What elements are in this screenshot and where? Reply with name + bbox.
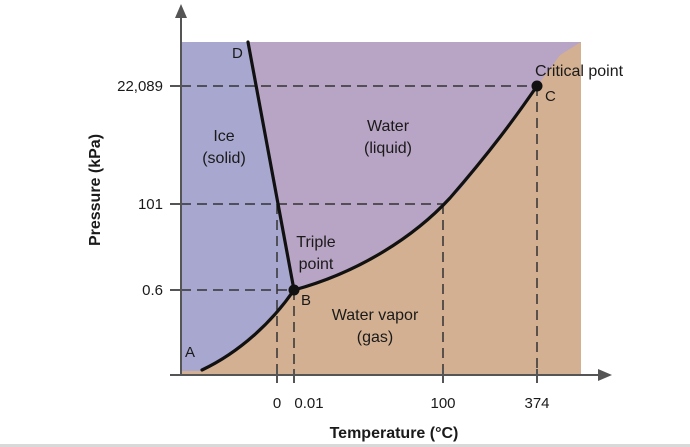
triple-point-label: Triple <box>296 234 336 251</box>
triple-point-sublabel: point <box>299 256 334 273</box>
guide-lines <box>181 85 538 375</box>
melting-curve <box>246 40 296 292</box>
solid-sublabel: (solid) <box>202 150 246 167</box>
y-axis-arrow <box>175 4 187 18</box>
x-tick-label-100: 100 <box>430 395 455 412</box>
point-label-d: D <box>232 45 243 62</box>
liquid-sublabel: (liquid) <box>364 140 412 157</box>
x-tick-label-0.01: 0.01 <box>294 395 323 412</box>
critical-point-dot <box>531 80 543 92</box>
gas-sublabel: (gas) <box>357 329 393 346</box>
x-axis-title: Temperature (°C) <box>330 425 459 442</box>
liquid-region <box>248 42 581 290</box>
y-axis-title: Pressure (kPa) <box>87 134 104 246</box>
bottom-divider <box>0 444 690 447</box>
gas-region <box>181 42 581 375</box>
solid-label: Ice <box>213 128 234 145</box>
y-tick-label-22089: 22,089 <box>117 78 163 95</box>
gas-label: Water vapor <box>332 307 419 324</box>
point-label-b: B <box>301 292 311 309</box>
x-tick-label-0: 0 <box>273 395 281 412</box>
liquid-label: Water <box>367 118 410 135</box>
x-axis-arrow <box>598 369 612 381</box>
vaporization-curve <box>292 84 539 292</box>
phase-boundaries <box>200 40 539 372</box>
point-label-a: A <box>185 344 195 361</box>
critical-point-label: Critical point <box>535 63 624 80</box>
axes <box>170 4 612 383</box>
y-tick-label-0.6: 0.6 <box>142 282 163 299</box>
y-tick-label-101: 101 <box>138 196 163 213</box>
sublimation-curve <box>200 288 296 372</box>
triple-point-dot <box>288 284 300 296</box>
x-tick-label-374: 374 <box>524 395 549 412</box>
point-label-c: C <box>545 88 556 105</box>
